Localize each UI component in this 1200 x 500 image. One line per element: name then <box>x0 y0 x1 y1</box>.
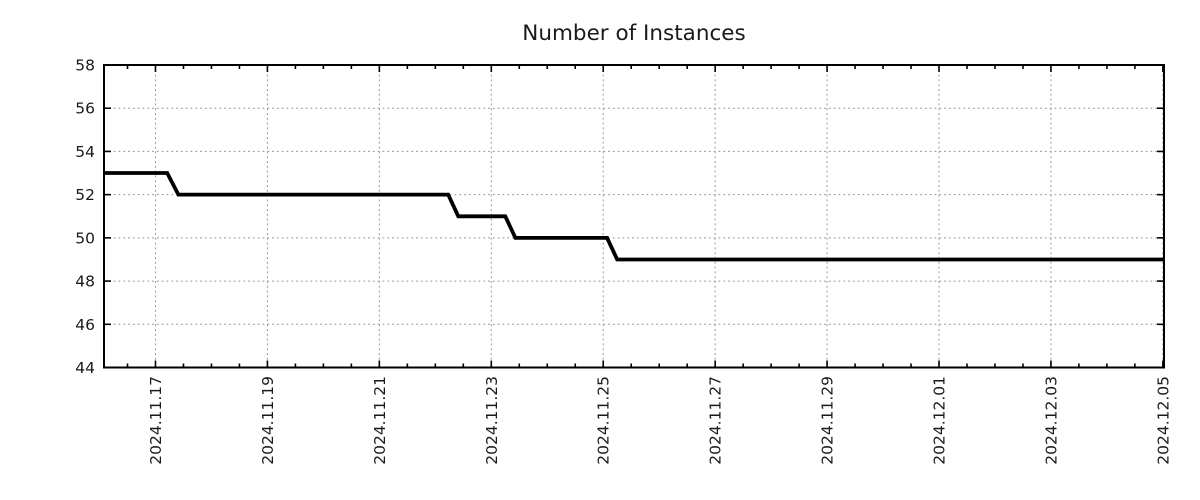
y-tick-label: 52 <box>75 186 95 204</box>
y-tick-label: 48 <box>75 273 95 291</box>
label-layer: 44 46 48 50 52 54 56 58 2024.11.17 2024.11.19 2024… <box>75 57 1172 465</box>
x-tick-label: 2024.11.29 <box>819 376 837 465</box>
y-tick-label: 58 <box>75 57 95 75</box>
y-tick-label: 56 <box>75 100 95 118</box>
series-layer <box>104 171 1164 262</box>
x-tick-label: 2024.11.23 <box>483 376 501 465</box>
grid-layer <box>104 65 1164 368</box>
y-tick-label: 54 <box>75 143 95 161</box>
x-tick-label: 2024.11.19 <box>259 376 277 465</box>
x-tick-label: 2024.11.27 <box>707 376 725 465</box>
x-tick-label: 2024.11.21 <box>371 376 389 465</box>
plot-frame <box>103 64 1165 369</box>
instances-line <box>104 171 1164 262</box>
chart-title: Number of Instances <box>522 21 745 46</box>
y-tick-label: 50 <box>75 229 95 247</box>
y-tick-label: 44 <box>75 359 95 377</box>
x-tick-label: 2024.12.03 <box>1042 376 1060 465</box>
x-tick-label: 2024.11.17 <box>147 376 165 465</box>
frame-layer <box>103 64 1165 369</box>
x-tick-label: 2024.11.25 <box>595 376 613 465</box>
y-tick-label: 46 <box>75 316 95 334</box>
x-tick-label: 2024.12.05 <box>1154 376 1172 465</box>
x-tick-label: 2024.12.01 <box>931 376 949 465</box>
